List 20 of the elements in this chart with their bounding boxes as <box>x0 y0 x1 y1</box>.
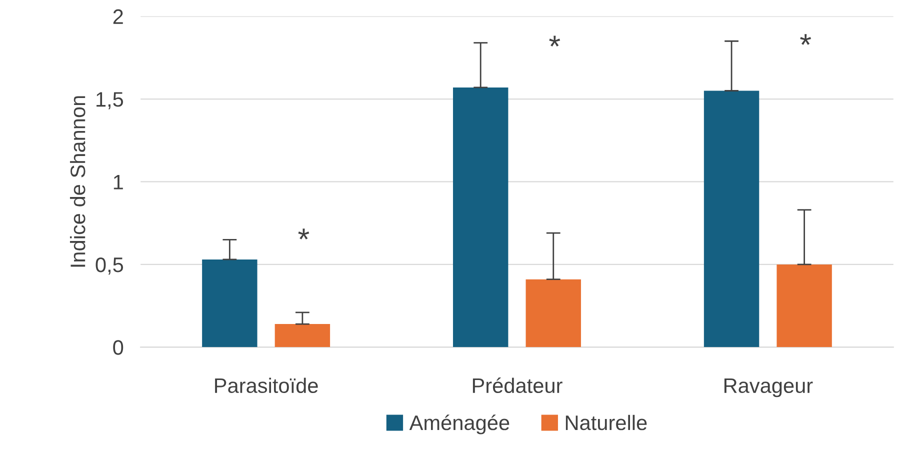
bar <box>776 264 832 348</box>
legend-label: Aménagée <box>409 414 510 434</box>
bar <box>704 90 760 348</box>
y-tick-label: 0,5 <box>96 257 124 275</box>
x-tick-label: Ravageur <box>724 378 813 398</box>
bar <box>274 324 330 348</box>
y-tick-label: 2 <box>113 9 123 24</box>
annotation: * <box>549 36 560 46</box>
y-axis-title: Indice de Shannon <box>70 96 86 267</box>
y-tick-label: 0 <box>113 340 124 355</box>
legend-label: Naturelle <box>566 414 647 430</box>
x-tick-label: Parasitoïde <box>215 378 318 394</box>
x-tick-label: Prédateur <box>472 377 562 394</box>
y-tick-label: 1 <box>114 174 123 190</box>
bar <box>202 259 258 348</box>
y-tick-label: 1,5 <box>96 92 124 110</box>
annotation: * <box>800 34 812 45</box>
bar <box>526 279 581 348</box>
bar <box>453 87 508 348</box>
annotation: * <box>298 228 310 240</box>
